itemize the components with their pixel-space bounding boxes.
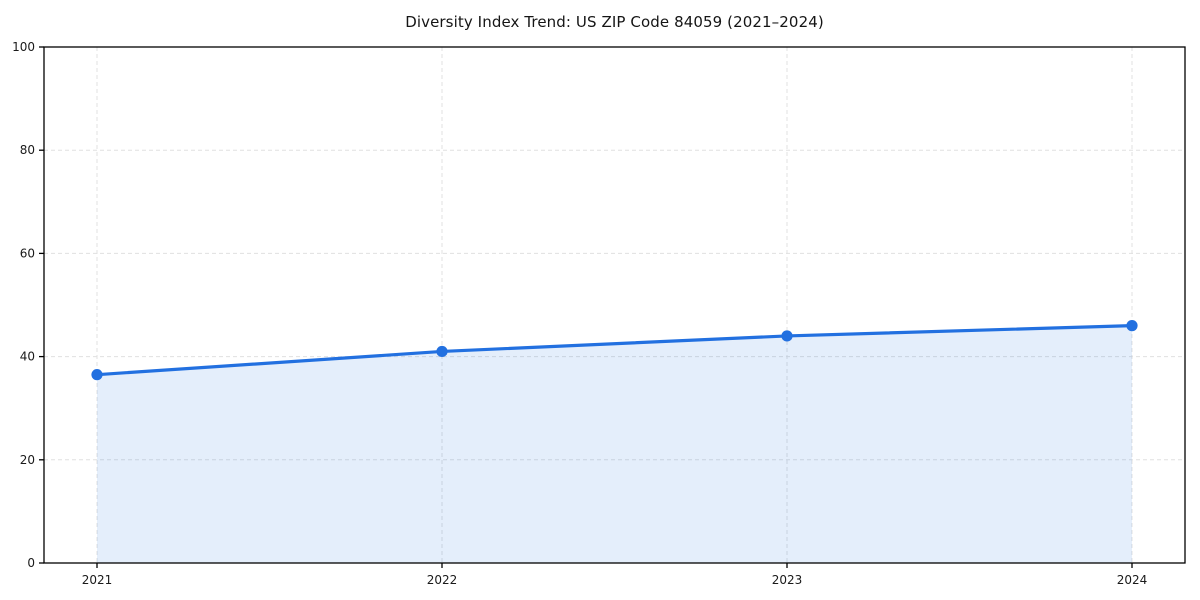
y-tick-label: 80 — [20, 143, 35, 157]
area-fill — [97, 325, 1132, 563]
data-point-2022 — [436, 345, 448, 358]
x-tick-label: 2024 — [1117, 573, 1148, 587]
chart-title: Diversity Index Trend: US ZIP Code 84059… — [405, 13, 824, 31]
y-tick-label: 0 — [27, 556, 35, 570]
y-tick-label: 20 — [20, 453, 35, 467]
axes-spines — [43, 46, 1186, 564]
trend-line — [95, 324, 1134, 377]
y-tick-label: 100 — [12, 40, 35, 54]
data-point-2023 — [781, 330, 793, 342]
y-tick-label: 40 — [20, 350, 35, 364]
x-tick-label: 2022 — [427, 573, 458, 587]
y-tick-label: 60 — [20, 246, 35, 260]
x-tick-label: 2023 — [772, 573, 803, 587]
x-tick-label: 2021 — [82, 573, 113, 587]
data-point-2024 — [1126, 320, 1138, 332]
data-point-2021 — [91, 369, 103, 381]
